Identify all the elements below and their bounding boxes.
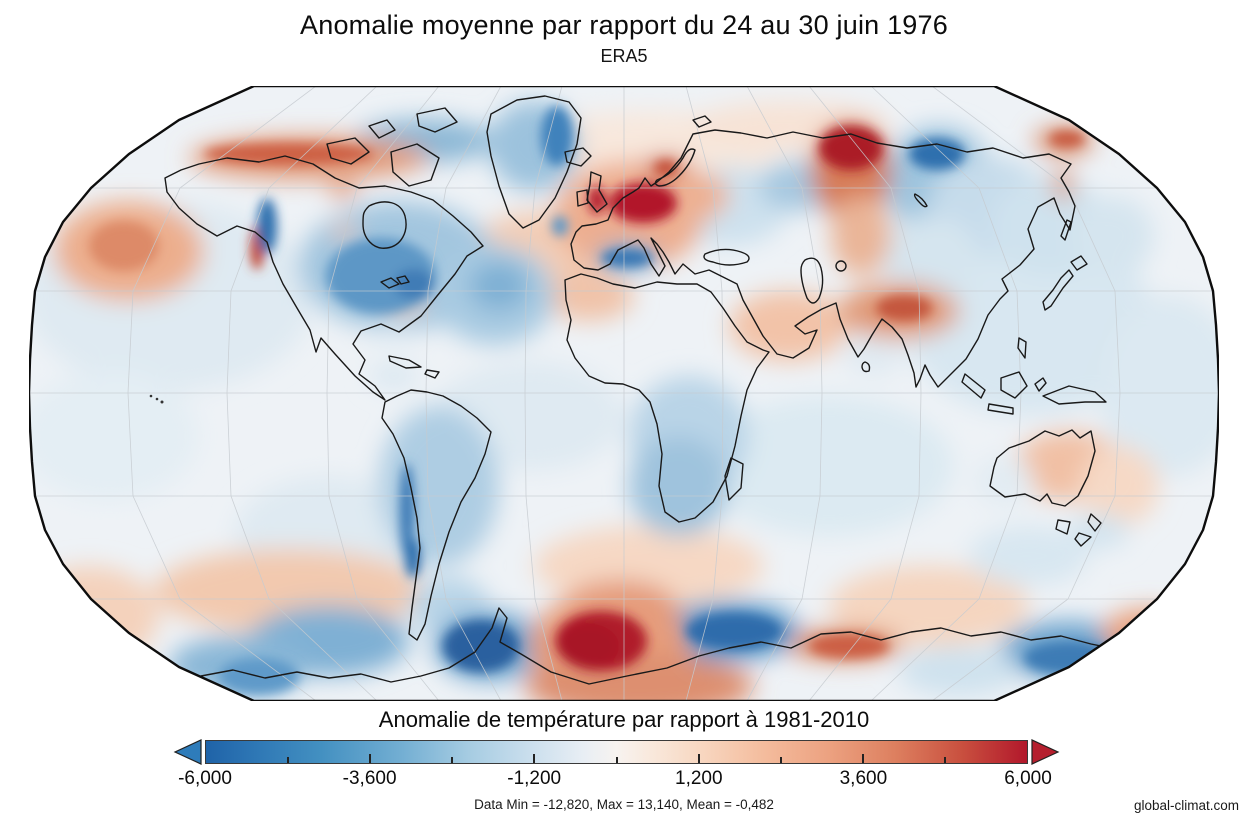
colorbar-tick — [287, 757, 290, 763]
colorbar-tick-label: -6,000 — [178, 768, 232, 789]
world-map — [27, 84, 1221, 703]
colorbar-tick-labels: -6,000 -3,600 -1,200 1,200 3,600 6,000 — [178, 768, 1052, 792]
figure-subtitle: ERA5 — [600, 46, 648, 66]
colorbar-right-arrow-icon — [1031, 739, 1060, 765]
graticule — [29, 86, 1219, 701]
colorbar-tick — [697, 754, 700, 763]
world-map-svg — [27, 84, 1221, 703]
colorbar-tick — [861, 754, 864, 763]
colorbar-label: Anomalie de température par rapport à 19… — [378, 707, 870, 732]
colorbar-tick — [943, 757, 946, 763]
coastlines — [149, 95, 1158, 689]
colorbar-left-arrow-icon — [173, 739, 202, 765]
colorbar-tick-label: -1,200 — [507, 768, 562, 789]
colorbar-tick-label: 1,200 — [675, 768, 723, 789]
colorbar-tick — [369, 754, 372, 763]
colorbar-tick — [533, 754, 536, 763]
colorbar-tick-label: -3,600 — [342, 768, 397, 789]
colorbar-tick — [779, 757, 782, 763]
data-stats-text: Data Min = -12,820, Max = 13,140, Mean =… — [474, 797, 774, 812]
colorbar-tick-label: 3,600 — [839, 768, 888, 789]
colorbar-tick-label: 6,000 — [1004, 768, 1052, 789]
colorbar-tick — [615, 757, 618, 763]
credit-text: global-climat.com — [1133, 798, 1239, 813]
colorbar-tick — [451, 757, 454, 763]
colorbar-gradient — [205, 740, 1028, 764]
figure-title: Anomalie moyenne par rapport du 24 au 30… — [300, 10, 948, 40]
